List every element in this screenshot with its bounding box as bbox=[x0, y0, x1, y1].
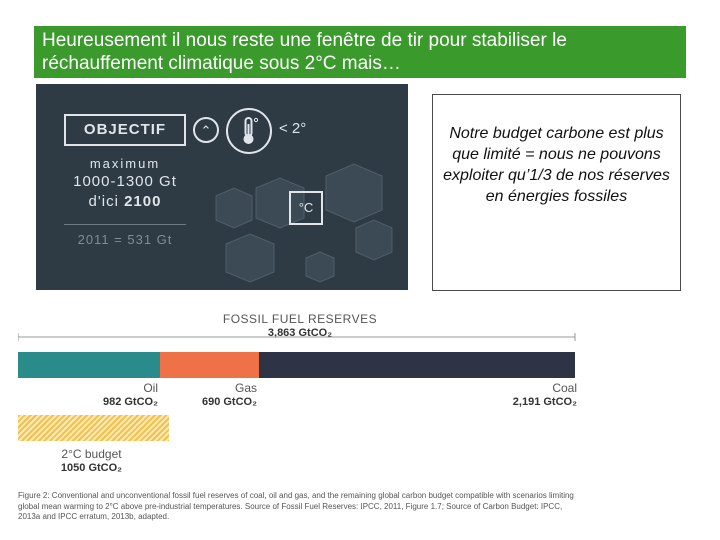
segment-name-gas: Gas bbox=[234, 381, 257, 395]
objective-label: OBJECTIF bbox=[64, 114, 186, 146]
bar-segment-gas bbox=[160, 352, 259, 378]
slide-title-line-1: Heureusement il nous reste une fenêtre d… bbox=[42, 30, 567, 51]
figure-caption: Figure 2: Conventional and unconventiona… bbox=[18, 491, 574, 521]
divider bbox=[64, 224, 186, 225]
past-emissions: 2011 = 531 Gt bbox=[77, 232, 173, 247]
fossil-reserves-bar bbox=[18, 352, 575, 378]
degree-cube: °C bbox=[289, 191, 323, 225]
temperature-limit: < 2° bbox=[279, 120, 307, 137]
budget-range: 1000-1300 Gt bbox=[73, 173, 177, 190]
slide-title: Heureusement il nous reste une fenêtre d… bbox=[34, 26, 686, 78]
budget-bar bbox=[18, 415, 169, 441]
thermometer-icon bbox=[226, 108, 272, 154]
carbon-budget-note: Notre budget carbone est plus que limité… bbox=[432, 94, 681, 291]
segment-name-oil: Oil bbox=[143, 381, 158, 395]
chevron-up-icon: ⌃ bbox=[193, 117, 219, 143]
chart-total: 3,863 GtCO₂ bbox=[267, 327, 333, 339]
segment-value-oil: 982 GtCO₂ bbox=[102, 396, 158, 408]
budget-label: 2°C budget bbox=[61, 447, 122, 461]
bar-segment-coal bbox=[259, 352, 575, 378]
total-bracket bbox=[18, 333, 576, 341]
deadline-year: 2100 bbox=[124, 193, 162, 210]
segment-name-coal: Coal bbox=[552, 381, 577, 395]
bar-segment-oil bbox=[18, 352, 160, 378]
deadline-label: d'ici 2100 bbox=[56, 193, 194, 210]
cube-icon bbox=[215, 163, 393, 283]
carbon-objective-infographic: OBJECTIF ⌃ < 2° maximum 1000-1300 Gt d'i… bbox=[36, 84, 408, 290]
deadline-prefix: d'ici bbox=[88, 193, 119, 210]
maximum-label: maximum bbox=[89, 156, 161, 171]
chart-title: FOSSIL FUEL RESERVES bbox=[222, 312, 378, 326]
slide-title-line-2: réchauffement climatique sous 2°C mais… bbox=[42, 53, 401, 74]
segment-value-coal: 2,191 GtCO₂ bbox=[512, 396, 577, 408]
segment-value-gas: 690 GtCO₂ bbox=[201, 396, 257, 408]
budget-value: 1050 GtCO₂ bbox=[60, 462, 123, 474]
